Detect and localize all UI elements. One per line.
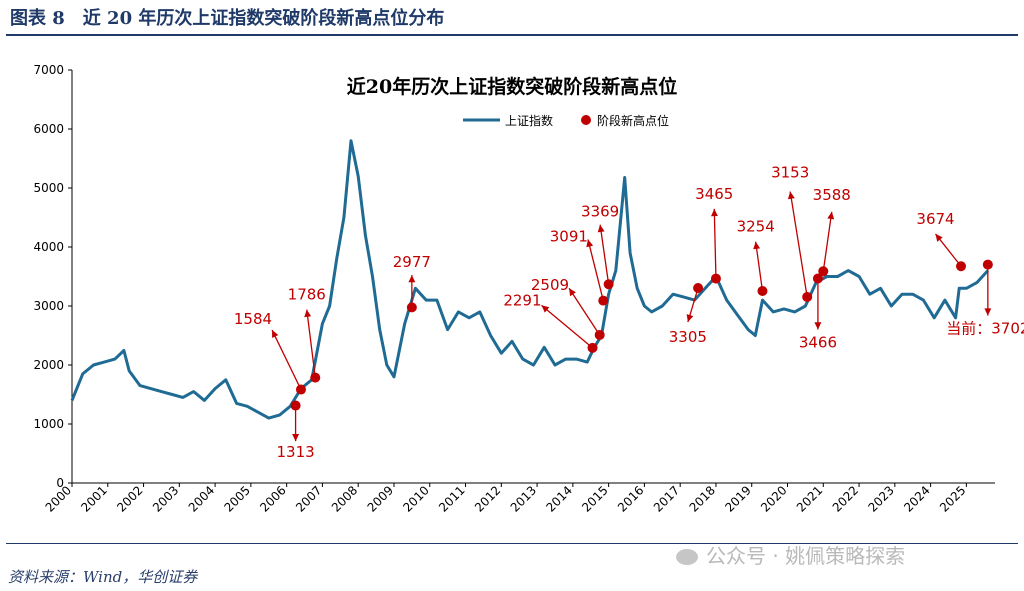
watermark-text: 公众号 · 姚佩策略探索 bbox=[706, 544, 906, 568]
figure-header: 图表 8 近 20 年历次上证指数突破阶段新高点位分布 bbox=[6, 0, 1018, 36]
annotation-arrowhead bbox=[586, 239, 594, 248]
annotation-arrowhead bbox=[984, 308, 992, 316]
annotation-arrowhead bbox=[814, 322, 822, 330]
new-high-point bbox=[710, 273, 721, 284]
annotation-arrowhead bbox=[569, 288, 576, 297]
annotation-arrowhead bbox=[292, 434, 300, 442]
watermark: 公众号 · 姚佩策略探索 bbox=[676, 540, 905, 569]
annotation-arrowhead bbox=[686, 314, 694, 322]
new-high-point bbox=[587, 342, 598, 353]
annotation-label: 3674 bbox=[916, 210, 954, 228]
annotation-arrow bbox=[587, 239, 604, 301]
annotation-label: 2977 bbox=[393, 253, 431, 271]
annotation-arrowhead bbox=[408, 275, 416, 283]
annotation-arrowhead bbox=[827, 211, 835, 220]
series-line-group bbox=[70, 139, 989, 420]
y-tick-label: 6000 bbox=[33, 122, 64, 136]
y-tick-label: 3000 bbox=[33, 299, 64, 313]
annotation-label: 3091 bbox=[550, 227, 588, 245]
header-rule bbox=[6, 34, 1018, 36]
footer-rule bbox=[6, 543, 1018, 544]
new-high-point bbox=[802, 291, 813, 302]
y-tick-label: 1000 bbox=[33, 417, 64, 431]
legend-dot-swatch bbox=[581, 115, 591, 125]
annotation-label: 3465 bbox=[695, 185, 733, 203]
new-high-point bbox=[693, 283, 704, 294]
annotation-label: 1786 bbox=[288, 286, 326, 304]
y-tick-label: 5000 bbox=[33, 181, 64, 195]
annotation-arrow bbox=[822, 211, 833, 272]
annotation-label: 3254 bbox=[737, 218, 775, 236]
annotation-label: 3305 bbox=[669, 328, 707, 346]
annotation-arrowhead bbox=[272, 330, 279, 338]
annotation-arrow bbox=[789, 191, 808, 298]
annotation-label: 2509 bbox=[531, 276, 569, 294]
source-note: 资料来源：Wind，华创证券 bbox=[8, 568, 198, 586]
legend-label-index: 上证指数 bbox=[505, 113, 553, 128]
new-high-point bbox=[757, 286, 768, 297]
new-high-point bbox=[290, 400, 301, 411]
new-high-point bbox=[956, 261, 967, 272]
chart-title: 近20年历次上证指数突破阶段新高点位 bbox=[347, 75, 677, 98]
annotation-arrowhead bbox=[597, 224, 605, 233]
annotation-arrow bbox=[271, 329, 302, 390]
y-tick-label: 0 bbox=[56, 476, 64, 490]
annotation-label: 1313 bbox=[277, 443, 315, 461]
chart-background bbox=[0, 40, 1024, 540]
chart: 近20年历次上证指数突破阶段新高点位 上证指数 阶段新高点位 0 1000 2000… bbox=[0, 40, 1024, 540]
y-tick-label: 4000 bbox=[33, 240, 64, 254]
new-high-point bbox=[295, 384, 306, 395]
annotation-arrow bbox=[541, 304, 593, 349]
new-high-point bbox=[818, 266, 829, 277]
annotation-arrow bbox=[568, 287, 601, 336]
annotation-arrow bbox=[599, 224, 610, 285]
annotation-label: 1584 bbox=[234, 310, 272, 328]
new-high-point bbox=[982, 259, 993, 270]
annotation-arrowhead bbox=[935, 233, 943, 242]
wechat-icon bbox=[676, 549, 698, 565]
annotation-label: 当前：3702 bbox=[946, 320, 1024, 338]
annotation-arrowhead bbox=[541, 305, 550, 313]
annotation-arrowhead bbox=[753, 241, 761, 250]
annotation-arrow bbox=[713, 208, 717, 279]
y-tick-label: 2000 bbox=[33, 358, 64, 372]
y-tick-label: 7000 bbox=[33, 63, 64, 77]
new-high-point bbox=[598, 295, 609, 306]
new-high-point bbox=[594, 329, 605, 340]
legend-label-highs: 阶段新高点位 bbox=[597, 113, 669, 128]
new-high-point bbox=[812, 273, 823, 284]
annotation-arrow bbox=[755, 241, 764, 292]
annotation-arrowhead bbox=[787, 191, 795, 200]
annotation-label: 3588 bbox=[813, 186, 851, 204]
annotation-arrowhead bbox=[304, 309, 312, 318]
legend: 上证指数 阶段新高点位 bbox=[463, 113, 669, 128]
points-group bbox=[290, 259, 993, 411]
shanghai-index-line bbox=[70, 139, 989, 420]
new-high-point bbox=[603, 279, 614, 290]
new-high-point bbox=[310, 372, 321, 383]
new-high-point bbox=[406, 302, 417, 313]
annotation-label: 3369 bbox=[581, 203, 619, 221]
annotation-label: 3153 bbox=[771, 164, 809, 182]
annotation-label: 2291 bbox=[503, 291, 541, 309]
annotation-arrow bbox=[306, 309, 316, 378]
figure-title: 图表 8 近 20 年历次上证指数突破阶段新高点位分布 bbox=[10, 8, 445, 29]
annotation-label: 3466 bbox=[799, 334, 837, 352]
annotation-arrowhead bbox=[711, 208, 718, 217]
